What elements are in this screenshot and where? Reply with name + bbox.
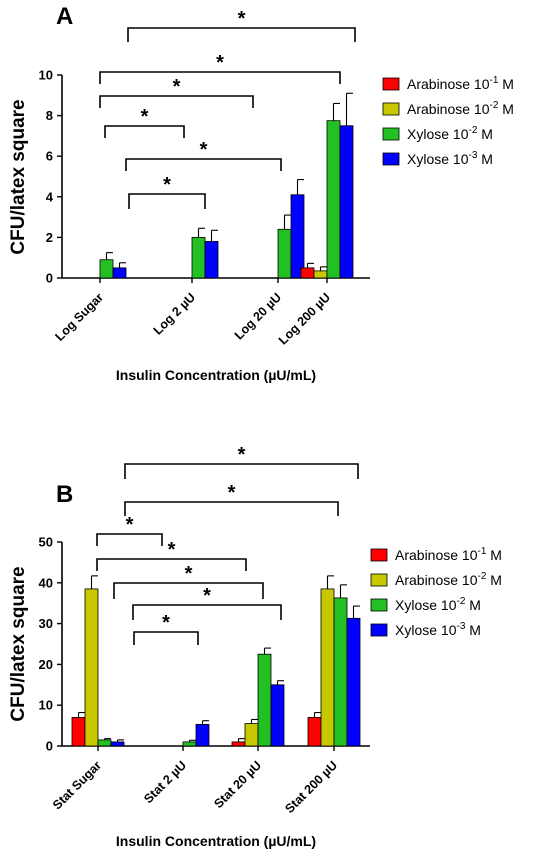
significance-bracket bbox=[113, 582, 264, 599]
legend-label: Xylose 10-3 M bbox=[407, 150, 493, 167]
bar bbox=[320, 588, 335, 747]
significance-bracket bbox=[128, 193, 206, 209]
y-tick-label: 2 bbox=[46, 230, 53, 245]
y-axis-label: CFU/latex square bbox=[8, 566, 29, 721]
y-tick-label: 50 bbox=[39, 535, 53, 550]
significance-bracket bbox=[99, 71, 341, 84]
significance-bracket bbox=[127, 27, 356, 42]
bar bbox=[300, 267, 315, 279]
legend-label: Arabinose 10-1 M bbox=[395, 546, 502, 563]
bar bbox=[290, 194, 305, 279]
panel-letter-a: A bbox=[56, 3, 73, 30]
legend-swatch bbox=[382, 77, 400, 91]
x-tick-label: Stat Sugar bbox=[50, 758, 104, 812]
y-tick-label: 20 bbox=[39, 657, 53, 672]
bar bbox=[244, 723, 259, 747]
bar bbox=[270, 684, 285, 747]
x-axis-label: Insulin Concentration (µU/mL) bbox=[116, 367, 316, 383]
bar bbox=[339, 125, 354, 279]
legend-label: Xylose 10-3 M bbox=[395, 621, 481, 638]
bar bbox=[313, 270, 328, 279]
bar bbox=[84, 588, 99, 747]
x-tick-label: Log Sugar bbox=[53, 290, 107, 344]
legend-label: Arabinose 10-2 M bbox=[407, 100, 514, 117]
x-tick-label: Log 20 µU bbox=[232, 290, 284, 342]
x-tick-label: Log 2 µU bbox=[151, 290, 198, 337]
bar bbox=[277, 228, 292, 279]
significance-star: * bbox=[203, 585, 211, 607]
significance-bracket bbox=[132, 604, 282, 620]
y-tick-label: 4 bbox=[46, 189, 54, 204]
significance-star: * bbox=[168, 539, 176, 561]
legend-swatch bbox=[382, 152, 400, 166]
significance-bracket bbox=[99, 95, 254, 108]
bar bbox=[71, 717, 86, 747]
bar bbox=[346, 617, 361, 747]
y-tick-label: 8 bbox=[46, 108, 53, 123]
y-tick-label: 10 bbox=[39, 68, 53, 83]
significance-star: * bbox=[238, 444, 246, 466]
x-tick-label: Stat 2 µU bbox=[141, 758, 189, 806]
x-axis-label: Insulin Concentration (µU/mL) bbox=[116, 833, 316, 849]
legend-label: Arabinose 10-2 M bbox=[395, 571, 502, 588]
bar bbox=[204, 241, 219, 279]
legend-swatch bbox=[370, 548, 388, 562]
legend-label: Arabinose 10-1 M bbox=[407, 75, 514, 92]
bar bbox=[307, 717, 322, 747]
bar bbox=[333, 597, 348, 747]
x-tick-label: Stat 20 µU bbox=[211, 758, 264, 811]
significance-bracket bbox=[125, 158, 282, 171]
x-tick-label: Stat 200 µU bbox=[282, 758, 340, 816]
legend-swatch bbox=[370, 623, 388, 637]
legend-swatch bbox=[382, 102, 400, 116]
panel-b: B 0 10 20 30 40 50 CFU/latex square Insulin Con… bbox=[8, 444, 502, 849]
significance-bracket bbox=[124, 463, 359, 479]
significance-star: * bbox=[126, 514, 134, 536]
y-tick-label: 0 bbox=[46, 271, 53, 286]
bar bbox=[191, 236, 206, 279]
bar bbox=[326, 120, 341, 279]
bar bbox=[195, 723, 210, 747]
significance-star: * bbox=[185, 563, 193, 585]
bar bbox=[110, 741, 125, 747]
legend-label: Xylose 10-2 M bbox=[407, 125, 493, 142]
y-tick-label: 6 bbox=[46, 149, 53, 164]
y-axis-label: CFU/latex square bbox=[8, 99, 29, 254]
y-tick-label: 30 bbox=[39, 616, 53, 631]
bar bbox=[231, 741, 246, 747]
bar bbox=[97, 739, 112, 747]
significance-star: * bbox=[173, 76, 181, 98]
significance-bracket bbox=[96, 533, 163, 546]
legend-swatch bbox=[370, 573, 388, 587]
significance-star: * bbox=[162, 612, 170, 634]
bar bbox=[112, 267, 127, 279]
bar bbox=[99, 259, 114, 279]
panel-letter-b: B bbox=[56, 481, 73, 508]
panel-a: A 0 2 4 6 8 10 CFU/latex square Insulin Concent… bbox=[8, 3, 514, 383]
y-tick-label: 10 bbox=[39, 698, 53, 713]
legend-swatch bbox=[382, 127, 400, 141]
significance-star: * bbox=[141, 106, 149, 128]
significance-bracket bbox=[133, 631, 199, 645]
significance-bracket bbox=[124, 501, 339, 516]
legend-label: Xylose 10-2 M bbox=[395, 596, 481, 613]
bar bbox=[257, 653, 272, 747]
y-tick-label: 40 bbox=[39, 575, 53, 590]
y-tick-label: 0 bbox=[46, 739, 53, 754]
x-tick-label: Log 200 µU bbox=[276, 290, 333, 347]
significance-star: * bbox=[216, 52, 224, 74]
significance-bracket bbox=[96, 558, 247, 571]
significance-star: * bbox=[228, 482, 236, 504]
significance-bracket bbox=[104, 125, 185, 138]
significance-star: * bbox=[238, 8, 246, 30]
bar bbox=[182, 741, 197, 747]
significance-star: * bbox=[200, 139, 208, 161]
significance-star: * bbox=[163, 174, 171, 196]
legend-swatch bbox=[370, 598, 388, 612]
